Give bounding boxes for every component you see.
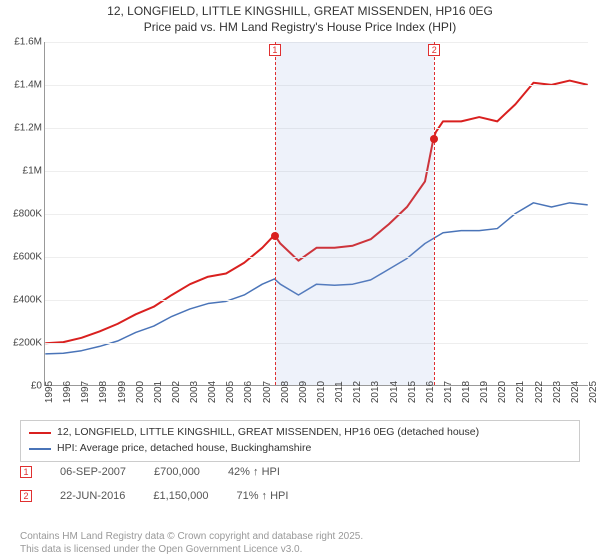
annotation-price-2: £1,150,000 [153,490,208,502]
chart-title: 12, LONGFIELD, LITTLE KINGSHILL, GREAT M… [0,0,600,35]
legend-swatch-property [29,432,51,434]
ytick-label: £1M [6,166,42,177]
xtick-label: 2025 [588,381,600,403]
ytick-label: £400K [6,295,42,306]
event-dashline [434,42,435,385]
event-marker-box: 1 [269,44,281,56]
ytick-label: £1.2M [6,123,42,134]
ytick-label: £600K [6,252,42,263]
ytick-label: £200K [6,338,42,349]
footer-line1: Contains HM Land Registry data © Crown c… [20,530,363,543]
ytick-label: £1.6M [6,37,42,48]
event-dashline [275,42,276,385]
legend-label-hpi: HPI: Average price, detached house, Buck… [57,441,311,457]
title-line2: Price paid vs. HM Land Registry's House … [0,20,600,36]
plot-area: 12 [44,42,588,386]
annotation-marker-1: 1 [20,466,32,478]
annotation-pct-1: 42% ↑ HPI [228,466,280,478]
event-marker-box: 2 [428,44,440,56]
shaded-period [275,42,434,385]
footer-attribution: Contains HM Land Registry data © Crown c… [20,530,363,556]
legend-label-property: 12, LONGFIELD, LITTLE KINGSHILL, GREAT M… [57,425,479,441]
annotation-marker-2: 2 [20,490,32,502]
annotation-date-1: 06-SEP-2007 [60,466,126,478]
legend-row-hpi: HPI: Average price, detached house, Buck… [29,441,571,457]
footer-line2: This data is licensed under the Open Gov… [20,543,363,556]
event-dot [271,232,279,240]
title-line1: 12, LONGFIELD, LITTLE KINGSHILL, GREAT M… [0,4,600,20]
annotation-pct-2: 71% ↑ HPI [236,490,288,502]
annotation-price-1: £700,000 [154,466,200,478]
ytick-label: £1.4M [6,80,42,91]
annotation-row-2: 2 22-JUN-2016 £1,150,000 71% ↑ HPI [20,490,580,502]
legend-row-property: 12, LONGFIELD, LITTLE KINGSHILL, GREAT M… [29,425,571,441]
annotation-row-1: 1 06-SEP-2007 £700,000 42% ↑ HPI [20,466,580,478]
annotation-date-2: 22-JUN-2016 [60,490,125,502]
legend: 12, LONGFIELD, LITTLE KINGSHILL, GREAT M… [20,420,580,462]
ytick-label: £0 [6,381,42,392]
legend-swatch-hpi [29,448,51,450]
event-dot [430,135,438,143]
chart: £0£200K£400K£600K£800K£1M£1.2M£1.4M£1.6M… [6,42,594,414]
ytick-label: £800K [6,209,42,220]
